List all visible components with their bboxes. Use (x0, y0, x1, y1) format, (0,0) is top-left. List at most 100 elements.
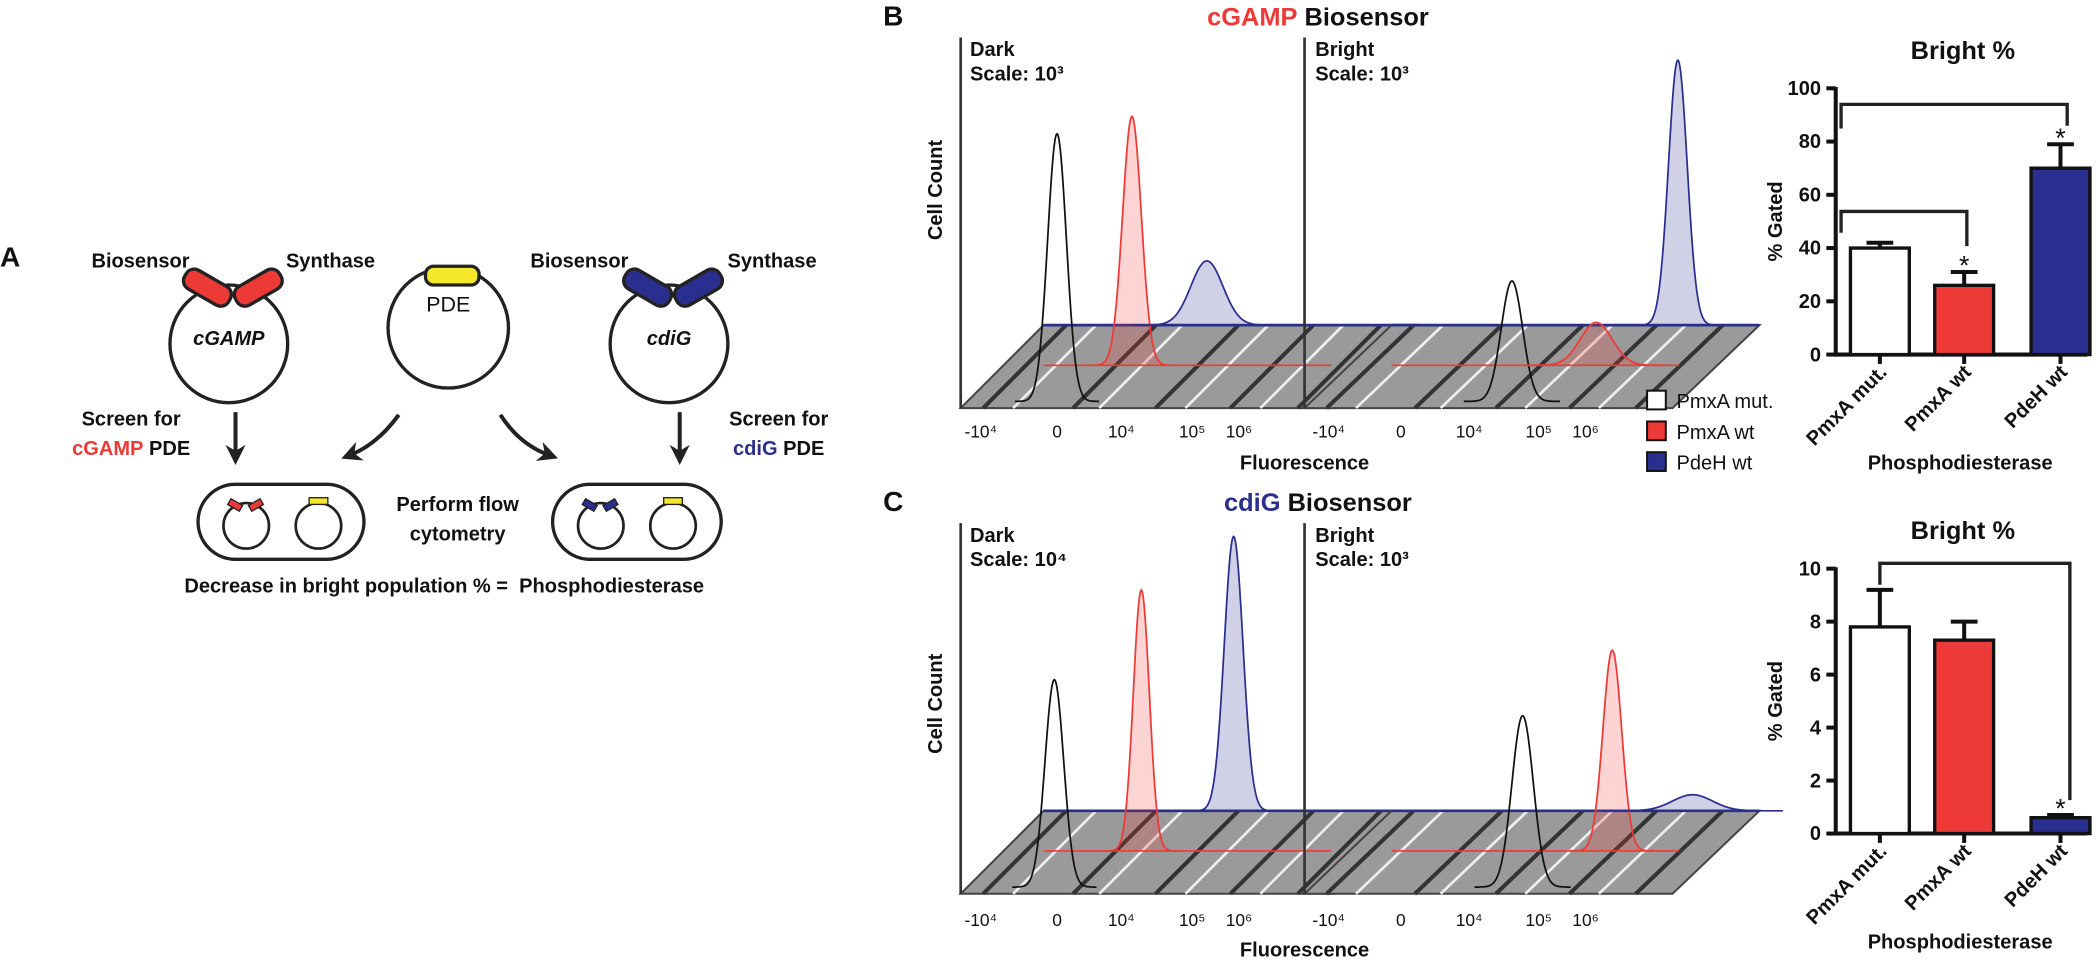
x-tick-label: 10⁶ (1226, 910, 1252, 930)
y-tick-label: 2 (1810, 770, 1821, 792)
label: Scale: 10³ (1315, 63, 1409, 85)
label: Bright (1315, 39, 1374, 61)
x-tick-label: PmxA mut. (1802, 840, 1891, 929)
x-tick-label: PmxA wt (1901, 840, 1976, 915)
bar (1848, 246, 1911, 357)
x-tick-label: 0 (1396, 422, 1406, 442)
biosensor-part (621, 267, 674, 308)
floor-stripe (1413, 809, 1504, 896)
x-tick-label: 10⁵ (1525, 422, 1552, 442)
x-tick-label: 0 (1052, 422, 1062, 442)
floor-stripe (1154, 323, 1240, 410)
synthase-part (672, 267, 725, 308)
biosensor-part (581, 497, 599, 513)
plasmid-name: cGAMP (193, 328, 265, 350)
y-tick-label: 60 (1799, 184, 1821, 206)
y-tick-label: 10 (1799, 558, 1821, 580)
bar (2029, 166, 2092, 357)
histogram (1463, 280, 1561, 403)
title-part: cGAMP (1207, 3, 1297, 31)
axis-label: Fluorescence (1240, 940, 1369, 962)
x-tick-label: 10⁴ (1108, 422, 1135, 442)
x-tick-label: 10⁵ (1525, 910, 1552, 930)
y-tick-label: 0 (1810, 823, 1821, 845)
label: PDE (783, 438, 824, 460)
histogram (1523, 321, 1669, 367)
y-tick-label: 8 (1810, 611, 1821, 633)
floor-stripe (1413, 323, 1504, 410)
label: cGAMP PDE (72, 438, 190, 460)
floor-stripe (1325, 323, 1415, 410)
x-tick-label: 10⁶ (1226, 422, 1252, 442)
histogram (1014, 132, 1100, 403)
floor-stripe (981, 809, 1068, 896)
legend-swatch (1646, 389, 1667, 411)
title-part: Biosensor (1288, 489, 1412, 517)
biosensor-part (226, 497, 244, 513)
plasmid (222, 501, 271, 550)
x-tick-label: -10⁴ (964, 910, 997, 930)
histograms: -10⁴ 0 10⁴ 10⁵ 10⁶ -10⁴ 0 10⁴ 10⁵ 10⁶ -10⁴ 0 10⁴ 10⁵ 1… (958, 37, 1783, 930)
floor-stripe (1071, 809, 1158, 896)
floor-stripe (1524, 324, 1614, 410)
legend-label: PmxA wt (1677, 422, 1755, 444)
axis-label: Phosphodiesterase (1868, 453, 2053, 475)
label: cytometry (410, 524, 507, 546)
x-tick-label: PdeH wt (2001, 361, 2073, 433)
legend-label: PdeH wt (1677, 453, 1753, 475)
annotation: * (2055, 123, 2065, 153)
plasmid (294, 501, 343, 550)
floor-stripe (1154, 809, 1240, 896)
y-tick-label: 100 (1788, 78, 1821, 100)
axis-label: Cell Count (925, 653, 947, 754)
plasmid (576, 501, 625, 550)
histogram (1105, 588, 1178, 852)
plasmid-name: PDE (426, 293, 470, 317)
title-part: Biosensor (1305, 3, 1429, 31)
histogram (1012, 678, 1097, 888)
x-tick-label: -10⁴ (1312, 422, 1345, 442)
synthase-part (232, 267, 284, 308)
histogram (1191, 535, 1276, 812)
y-tick-label: 6 (1810, 664, 1821, 686)
histogram (1134, 260, 1280, 326)
x-tick-label: 10⁴ (1108, 910, 1135, 930)
floor-stripe (1568, 323, 1658, 410)
floor-stripe (1439, 809, 1529, 895)
floor-stripe (1012, 809, 1098, 895)
floor-stripe (1184, 324, 1270, 410)
x-tick-label: 10⁴ (1456, 910, 1483, 930)
panel-c: C cdiG Biosensor Dark Scale: 10⁴ Bright … (883, 486, 1412, 962)
y-tick-label: 80 (1799, 131, 1821, 153)
title-part: cdiG (1224, 489, 1280, 517)
x-tick-label: PdeH wt (2001, 840, 2073, 912)
label: Scale: 10³ (1315, 549, 1409, 571)
floor-stripe (1296, 809, 1383, 896)
y-tick-label: 20 (1799, 291, 1821, 313)
floor-stripe (1259, 809, 1345, 895)
floor-stripe (1597, 324, 1687, 410)
panel-label: A (0, 241, 20, 272)
plasmid-name: cdiG (647, 328, 692, 350)
pde-part (423, 264, 481, 287)
floor-stripe (1634, 809, 1725, 896)
label: Dark (970, 525, 1015, 547)
axis-label: Fluorescence (1240, 453, 1369, 475)
x-tick-label: PmxA mut. (1802, 361, 1891, 450)
label: Biosensor (530, 251, 628, 273)
label: cGAMP (72, 438, 143, 460)
x-tick-label: 10⁶ (1572, 910, 1598, 930)
floor-stripe (1071, 323, 1158, 410)
y-tick-label: 40 (1799, 238, 1821, 260)
x-tick-label: -10⁴ (964, 422, 997, 442)
floor-stripe (1325, 809, 1415, 896)
plasmid (648, 501, 698, 550)
x-tick-label: 10⁵ (1179, 422, 1206, 442)
histogram (1570, 649, 1655, 852)
floor-stripe (1229, 323, 1315, 410)
panel-b: B cGAMP Biosensor Dark Scale: 10³ Bright… (883, 0, 1429, 474)
axis-label: % Gated (1765, 661, 1787, 741)
synthase-part (602, 497, 619, 513)
